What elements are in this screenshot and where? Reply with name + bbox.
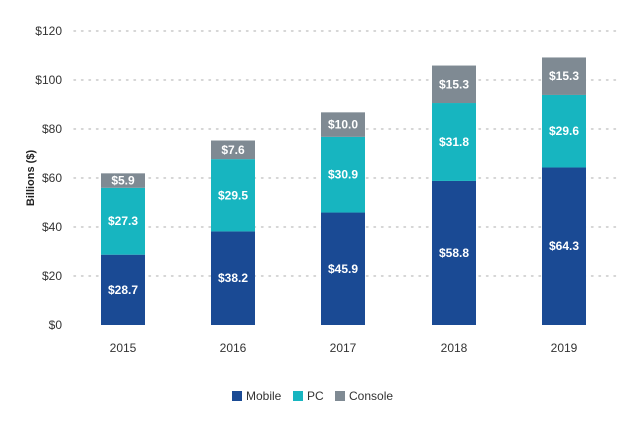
legend-swatch-mobile	[232, 391, 242, 401]
y-tick-label: $120	[35, 24, 62, 38]
x-tick-label: 2015	[110, 341, 137, 355]
bar-mobile-2018	[432, 180, 476, 325]
y-axis-ticks: $0 $20 $40 $60 $80 $100 $120	[35, 24, 62, 332]
bar-console-2018	[432, 65, 476, 104]
data-label-console-2017: $10.0	[328, 118, 358, 132]
bar-console-2015	[101, 173, 145, 188]
y-axis-title: Billions ($)	[25, 150, 37, 207]
x-tick-label: 2018	[441, 341, 468, 355]
data-label-pc-2015: $27.3	[108, 214, 138, 228]
data-label-pc-2016: $29.5	[218, 188, 248, 202]
bar-mobile-2019	[542, 167, 586, 325]
legend-swatch-pc	[293, 391, 303, 401]
data-label-mobile-2019: $64.3	[549, 239, 579, 253]
data-label-mobile-2015: $28.7	[108, 283, 138, 297]
bar-console-2017	[321, 112, 365, 137]
y-tick-label: $20	[42, 269, 62, 283]
legend: Mobile PC Console	[232, 389, 393, 403]
data-labels: $28.7 $27.3 $5.9 $38.2 $29.5 $7.6 $45.9 $30.9 $1…	[108, 69, 579, 297]
y-tick-label: $40	[42, 220, 62, 234]
bars	[101, 57, 586, 325]
legend-swatch-console	[335, 391, 345, 401]
bar-pc-2018	[432, 103, 476, 181]
y-tick-label: $80	[42, 122, 62, 136]
bar-mobile-2015	[101, 254, 145, 325]
data-label-console-2016: $7.6	[221, 143, 245, 157]
x-axis-ticks: 2015 2016 2017 2018 2019	[110, 341, 578, 355]
y-tick-label: $60	[42, 171, 62, 185]
bar-console-2016	[211, 140, 255, 160]
y-tick-label: $0	[49, 318, 63, 332]
x-tick-label: 2017	[330, 341, 357, 355]
bar-pc-2015	[101, 187, 145, 255]
legend-label-console: Console	[349, 389, 393, 403]
bar-pc-2019	[542, 94, 586, 168]
bar-mobile-2016	[211, 231, 255, 325]
data-label-console-2019: $15.3	[549, 69, 579, 83]
x-tick-label: 2019	[551, 341, 578, 355]
legend-label-mobile: Mobile	[246, 389, 282, 403]
legend-label-pc: PC	[307, 389, 324, 403]
data-label-pc-2017: $30.9	[328, 168, 358, 182]
data-label-pc-2018: $31.8	[439, 135, 469, 149]
bar-pc-2016	[211, 159, 255, 232]
data-label-mobile-2017: $45.9	[328, 262, 358, 276]
data-label-mobile-2018: $58.8	[439, 246, 469, 260]
data-label-console-2018: $15.3	[439, 77, 469, 91]
bar-mobile-2017	[321, 212, 365, 325]
x-tick-label: 2016	[220, 341, 247, 355]
data-label-console-2015: $5.9	[111, 174, 135, 188]
y-tick-label: $100	[35, 73, 62, 87]
data-label-pc-2019: $29.6	[549, 124, 579, 138]
bar-console-2019	[542, 57, 586, 95]
bar-pc-2017	[321, 136, 365, 213]
data-label-mobile-2016: $38.2	[218, 271, 248, 285]
